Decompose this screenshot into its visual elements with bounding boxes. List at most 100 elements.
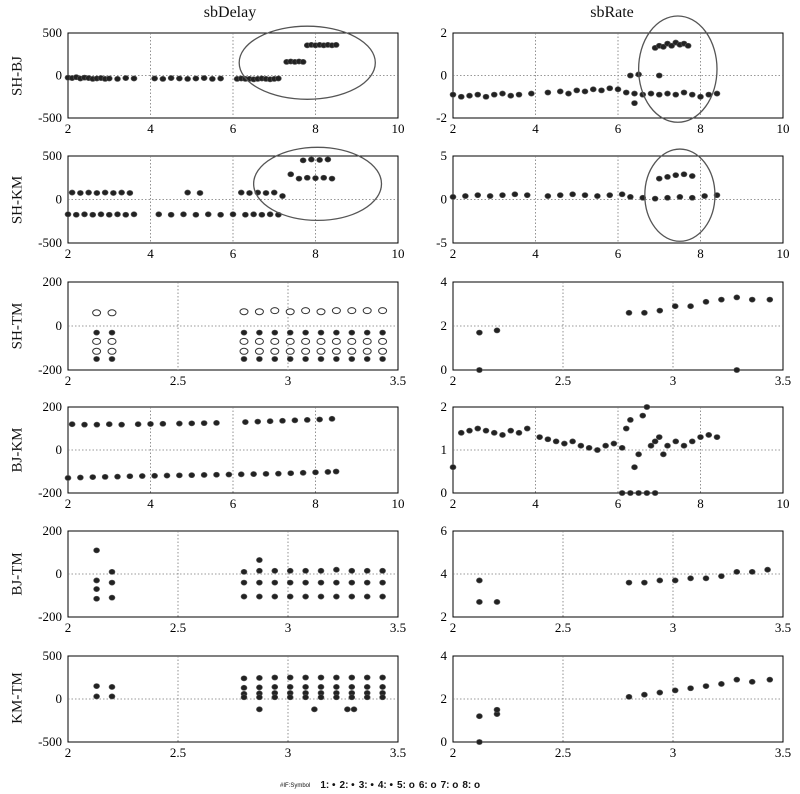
legend-item: 3: • — [358, 780, 374, 791]
data-point — [702, 683, 710, 689]
highlight-ellipse — [644, 148, 716, 242]
data-point — [627, 416, 634, 423]
data-point — [331, 337, 341, 345]
data-point — [627, 490, 634, 496]
highlight-ellipse — [637, 15, 718, 123]
data-point — [631, 464, 638, 471]
data-point — [271, 329, 279, 336]
data-point — [544, 193, 552, 199]
legend-item: 4: • — [377, 780, 394, 791]
x-tick-label: 2 — [450, 496, 457, 511]
data-point — [333, 593, 340, 600]
data-point — [379, 567, 386, 574]
data-point — [303, 416, 311, 423]
data-point — [573, 87, 581, 94]
data-point — [256, 684, 263, 691]
data-point — [200, 472, 208, 478]
x-tick-label: 10 — [392, 121, 405, 136]
y-tick-label: 0 — [56, 68, 63, 83]
data-point — [237, 189, 245, 196]
data-point — [680, 171, 688, 178]
data-point — [256, 329, 263, 336]
y-tick-label: 0 — [56, 442, 63, 457]
data-point — [308, 156, 315, 163]
x-tick-label: 3 — [285, 620, 292, 635]
data-point — [476, 329, 483, 336]
data-point — [362, 307, 372, 315]
x-tick-label: 4 — [532, 496, 539, 511]
data-point — [92, 347, 102, 355]
data-point — [672, 91, 680, 98]
data-point — [68, 421, 76, 428]
y-tick-label: 5 — [441, 148, 448, 163]
data-point — [204, 211, 212, 218]
x-tick-label: 8 — [312, 246, 319, 261]
data-point — [196, 190, 204, 196]
data-point — [507, 427, 515, 434]
y-tick-label: 500 — [43, 148, 63, 163]
data-point — [256, 675, 263, 681]
data-point — [766, 296, 774, 303]
data-point — [457, 93, 465, 100]
data-point — [105, 211, 113, 218]
data-point — [147, 421, 154, 427]
data-point — [266, 418, 274, 425]
data-point — [348, 356, 356, 362]
y-tick-label: 2 — [441, 691, 448, 706]
data-point — [316, 157, 323, 163]
data-point — [254, 418, 262, 425]
data-point — [490, 91, 498, 98]
data-point — [556, 88, 564, 95]
data-point — [627, 193, 634, 200]
data-point — [72, 211, 80, 218]
y-tick-label: 4 — [441, 566, 448, 581]
data-point — [331, 307, 341, 315]
data-point — [299, 59, 307, 65]
data-point — [656, 689, 664, 696]
data-point — [118, 189, 125, 196]
data-point — [676, 193, 684, 200]
data-point — [159, 76, 167, 82]
data-point — [302, 329, 309, 336]
data-point — [378, 307, 388, 315]
data-point — [240, 684, 248, 691]
data-point — [618, 191, 626, 198]
data-point — [302, 567, 309, 574]
data-point — [647, 442, 655, 449]
data-point — [379, 684, 386, 690]
data-point — [286, 579, 294, 586]
data-point — [641, 309, 648, 316]
x-tick-label: 2 — [65, 496, 72, 511]
data-point — [167, 75, 175, 81]
legend-item: 7: o — [440, 780, 459, 791]
data-point — [188, 472, 196, 479]
data-point — [333, 579, 340, 586]
data-point — [317, 593, 325, 600]
x-tick-label: 6 — [230, 496, 237, 511]
data-point — [311, 706, 318, 713]
y-tick-label: 200 — [43, 523, 63, 538]
x-tick-label: 2 — [65, 121, 72, 136]
data-point — [544, 89, 552, 96]
x-tick-label: 2 — [65, 620, 72, 635]
data-point — [256, 694, 263, 701]
data-point — [687, 685, 694, 692]
data-point — [328, 415, 336, 422]
data-point — [93, 421, 101, 428]
x-tick-label: 2 — [65, 373, 72, 388]
data-point — [378, 347, 388, 355]
data-point — [701, 193, 708, 199]
data-point — [718, 573, 725, 580]
data-point — [556, 192, 564, 199]
data-point — [482, 427, 490, 434]
data-point — [242, 211, 249, 218]
data-point — [286, 674, 294, 681]
data-point — [105, 421, 113, 428]
data-point — [733, 367, 741, 373]
x-tick-label: 2.5 — [170, 373, 186, 388]
y-tick-label: 0 — [56, 318, 63, 333]
data-point — [266, 211, 274, 218]
x-tick-label: 10 — [392, 496, 405, 511]
data-point — [317, 356, 325, 362]
y-tick-label: 0 — [56, 192, 63, 207]
